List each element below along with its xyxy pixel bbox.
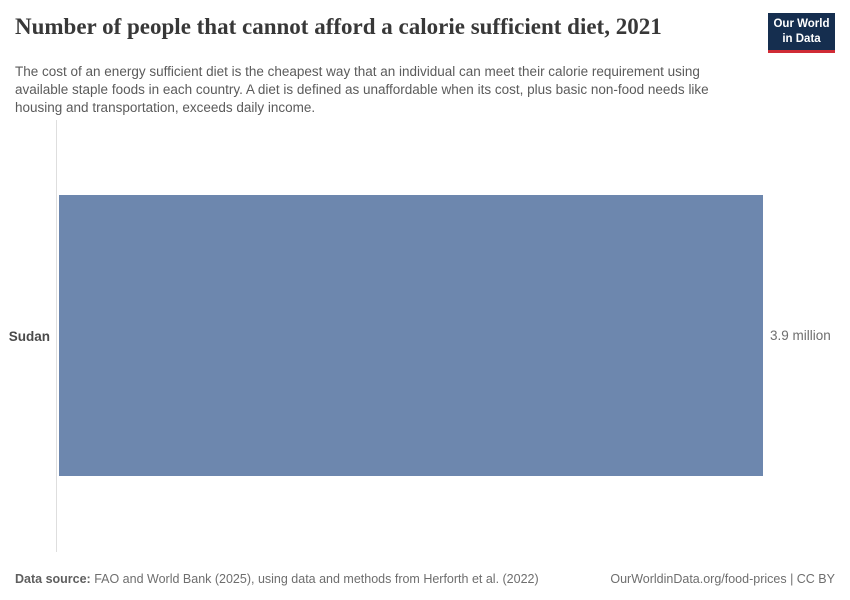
- chart-subtitle: The cost of an energy sufficient diet is…: [15, 64, 709, 115]
- y-axis-line: [56, 120, 57, 552]
- value-label-sudan: 3.9 million: [770, 328, 831, 343]
- chart-header: Number of people that cannot afford a ca…: [0, 0, 850, 53]
- bar-sudan[interactable]: [59, 195, 763, 476]
- bar-chart: Sudan 3.9 million: [0, 120, 850, 552]
- data-source-label: Data source:: [15, 571, 91, 586]
- entity-label-sudan: Sudan: [8, 328, 50, 344]
- page-title: Number of people that cannot afford a ca…: [15, 14, 662, 39]
- data-source-text: FAO and World Bank (2025), using data an…: [90, 571, 539, 586]
- footer-link[interactable]: OurWorldinData.org/food-prices | CC BY: [610, 571, 835, 586]
- chart-footer: Data source: FAO and World Bank (2025), …: [15, 571, 835, 587]
- data-source: Data source: FAO and World Bank (2025), …: [15, 571, 539, 587]
- owid-logo-line1: Our World: [773, 17, 830, 30]
- plot-area: 3.9 million: [59, 195, 831, 476]
- owid-logo: Our World in Data: [768, 13, 835, 53]
- owid-logo-line2: in Data: [782, 32, 821, 45]
